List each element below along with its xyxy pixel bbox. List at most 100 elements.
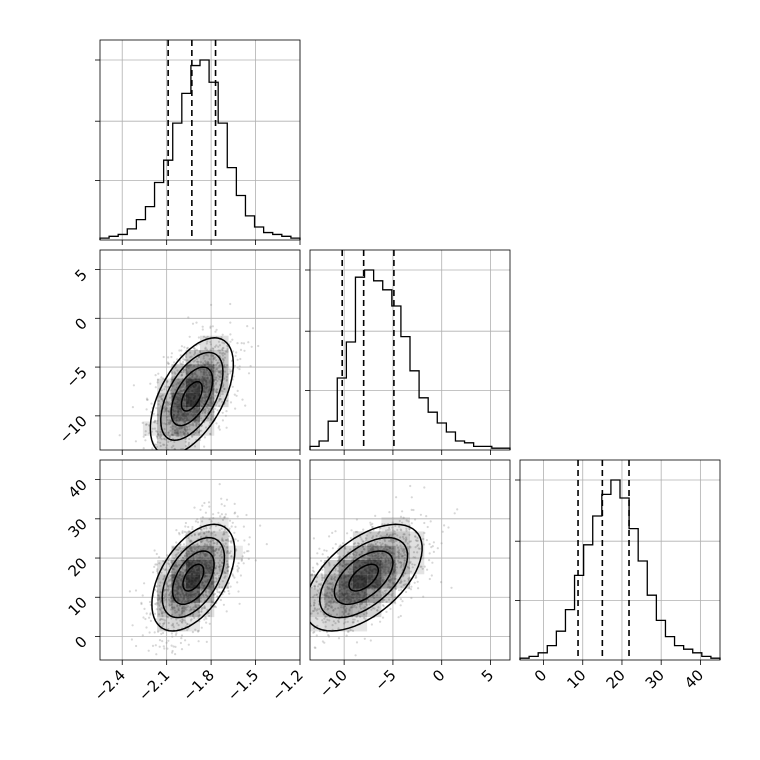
scatter-point	[189, 549, 192, 552]
scatter-point	[216, 362, 219, 365]
scatter-point	[378, 590, 381, 593]
scatter-point	[168, 419, 171, 422]
scatter-point	[365, 612, 368, 615]
contour-line	[161, 536, 226, 619]
scatter-point	[186, 431, 189, 434]
scatter-point	[179, 572, 182, 575]
scatter-point	[223, 516, 226, 519]
scatter-point	[400, 563, 403, 567]
scatter-point	[189, 363, 193, 366]
scatter-point	[426, 525, 429, 529]
scatter-point	[160, 397, 163, 400]
scatter-point	[155, 552, 158, 556]
scatter-point	[334, 579, 337, 582]
scatter-point	[206, 362, 209, 365]
scatter-point	[181, 559, 184, 562]
scatter-point	[344, 608, 347, 612]
scatter-point	[193, 548, 197, 551]
scatter-point	[156, 430, 159, 433]
scatter-point	[217, 378, 220, 381]
scatter-point	[403, 557, 406, 560]
scatter-point	[351, 606, 354, 609]
scatter-point	[400, 555, 403, 558]
scatter-point	[199, 553, 202, 556]
scatter-point	[200, 429, 203, 432]
scatter-point	[343, 611, 346, 614]
scatter-point	[178, 613, 181, 616]
scatter-point	[192, 424, 195, 427]
scatter-point	[144, 439, 147, 442]
scatter-point	[215, 548, 218, 551]
scatter-point	[197, 610, 200, 614]
scatter-point	[328, 582, 331, 585]
scatter-point	[409, 561, 412, 565]
scatter-point	[316, 608, 319, 611]
scatter-point	[333, 572, 336, 575]
scatter-point	[402, 533, 405, 536]
scatter-point	[328, 587, 331, 590]
scatter-point	[315, 562, 319, 565]
scatter-point	[155, 608, 158, 611]
scatter-point	[175, 555, 178, 559]
scatter-point	[176, 435, 179, 438]
scatter-point	[156, 419, 159, 423]
scatter-point	[188, 364, 191, 367]
scatter-point	[195, 424, 198, 427]
scatter-point	[328, 564, 331, 567]
scatter-point	[208, 505, 211, 508]
panel-frame	[99, 249, 301, 451]
scatter-point	[239, 357, 242, 361]
scatter-point	[423, 531, 426, 535]
scatter-point	[189, 539, 193, 542]
scatter-point	[352, 553, 355, 556]
scatter-point	[183, 389, 186, 392]
scatter-point	[220, 527, 223, 530]
scatter-point	[167, 451, 169, 453]
scatter-point	[359, 602, 362, 606]
scatter-point	[202, 607, 205, 610]
scatter-point	[315, 609, 318, 612]
contour-line	[333, 550, 394, 606]
scatter-point	[173, 609, 176, 612]
scatter-point	[182, 607, 186, 610]
scatter-point	[215, 388, 218, 391]
scatter-point	[326, 604, 330, 607]
density-cell	[157, 407, 172, 422]
scatter-point	[176, 605, 179, 608]
scatter-point	[154, 443, 157, 446]
scatter-point	[351, 621, 354, 624]
scatter-point	[199, 400, 202, 403]
scatter-point	[416, 544, 419, 548]
scatter-point	[212, 354, 215, 358]
scatter-point	[245, 550, 249, 553]
scatter-point	[399, 528, 402, 531]
scatter-point	[185, 554, 188, 557]
scatter-point	[183, 554, 186, 558]
scatter-point	[216, 379, 219, 383]
scatter-point	[170, 377, 173, 380]
scatter-point	[177, 551, 180, 555]
scatter-point	[203, 400, 206, 403]
scatter-point	[327, 596, 331, 599]
scatter-point	[321, 568, 324, 571]
scatter-point	[381, 591, 384, 594]
scatter-point	[397, 616, 400, 619]
scatter-point	[207, 530, 210, 534]
scatter-point	[254, 559, 257, 562]
scatter-point	[224, 366, 227, 369]
scatter-point	[229, 370, 233, 373]
scatter-point	[180, 613, 183, 616]
scatter-point	[297, 616, 299, 618]
scatter-point	[219, 598, 222, 602]
scatter-point	[371, 525, 374, 529]
scatter-point	[157, 399, 160, 403]
scatter-point	[205, 530, 208, 533]
scatter-point	[156, 413, 159, 416]
scatter-point	[169, 396, 172, 399]
scatter-point	[165, 438, 168, 441]
scatter-point	[205, 594, 208, 597]
scatter-point	[400, 547, 403, 550]
scatter-point	[163, 575, 166, 579]
scatter-point	[181, 390, 184, 393]
scatter-point	[291, 632, 293, 634]
